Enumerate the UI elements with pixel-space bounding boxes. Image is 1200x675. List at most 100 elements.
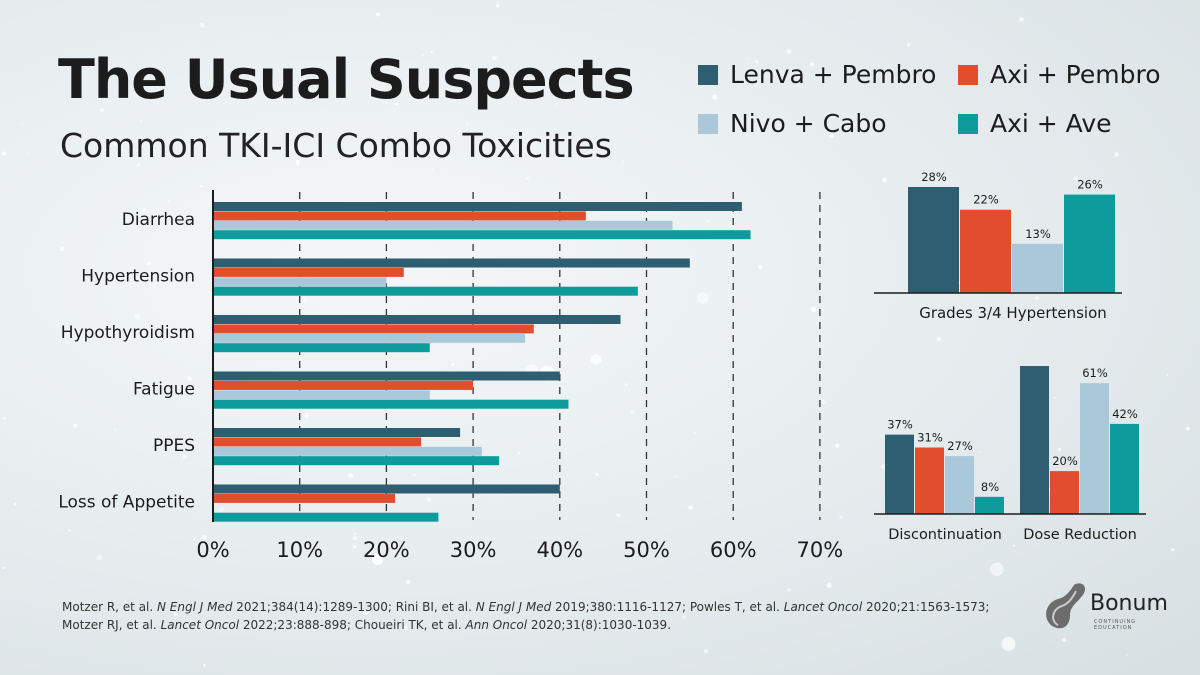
bar [885, 434, 914, 514]
snowflake [622, 160, 625, 163]
bar [213, 484, 560, 494]
snowflake [906, 43, 911, 47]
x-tick-label: 30% [450, 538, 497, 562]
snowflake [990, 562, 1004, 576]
bar [1012, 243, 1063, 293]
snowflake [495, 3, 500, 8]
reference-text: N Engl J Med [157, 600, 233, 614]
snowflake [21, 122, 23, 125]
x-tick-label: 70% [797, 538, 844, 562]
snowflake [27, 152, 29, 154]
bar [213, 512, 439, 522]
bar [213, 286, 638, 296]
bar [1080, 383, 1109, 514]
bar [213, 456, 500, 466]
x-tick-label: 10% [276, 538, 323, 562]
legend-swatch [698, 113, 718, 134]
category-label: Diarrhea [122, 210, 195, 230]
snowflake [1186, 426, 1190, 431]
bar [213, 428, 461, 437]
data-label: 27% [947, 439, 973, 453]
bonum-logo: Bonum CONTINUING EDUCATION [1040, 575, 1170, 635]
snowflake [1171, 548, 1175, 552]
legend-item-lenva-pembro: Lenva + Pembro [698, 60, 936, 89]
logo-tagline: CONTINUING EDUCATION [1094, 619, 1137, 631]
legend-item-axi-ave: Axi + Ave [958, 109, 1112, 138]
x-tick-label: 40% [536, 538, 583, 562]
legend-label: Lenva + Pembro [730, 60, 937, 89]
bar [213, 437, 422, 447]
x-tick-label: 0% [196, 538, 229, 562]
reference-text: N Engl J Med [475, 600, 552, 614]
bar [1020, 366, 1049, 514]
bar [960, 209, 1011, 293]
data-label: 37% [887, 418, 913, 432]
x-tick-label: 50% [623, 538, 670, 562]
reference-text: Lancet Oncol [160, 618, 240, 632]
bar [213, 315, 621, 324]
bar [213, 399, 569, 409]
snowflake [703, 649, 709, 654]
category-label: Hypertension [81, 267, 195, 287]
x-axis-label: Grades 3/4 Hypertension [919, 304, 1107, 322]
data-label: 26% [1077, 178, 1103, 192]
snowflake [406, 580, 410, 585]
reference-text: Lancet Oncol [783, 600, 863, 614]
category-label: Fatigue [133, 380, 195, 400]
category-label: Discontinuation [888, 527, 1002, 543]
reference-line: Motzer R, et al. N Engl J Med 2021;384(1… [62, 598, 989, 616]
snowflake [1019, 17, 1024, 22]
reference-text: Motzer RJ, et al. [62, 618, 161, 632]
snowflake [1062, 637, 1067, 643]
bonum-logo-icon [1046, 583, 1086, 629]
legend-item-axi-pembro: Axi + Pembro [958, 60, 1161, 89]
data-label: 42% [1112, 407, 1138, 421]
bar [1064, 194, 1115, 293]
legend-label: Axi + Ave [990, 109, 1112, 138]
bar [213, 446, 482, 456]
bar [213, 277, 387, 287]
reference-text: 2019;380:1116-1127; Powles T, et al. [551, 600, 784, 614]
data-label: 69% [1022, 362, 1048, 363]
reference-line: Motzer RJ, et al. Lancet Oncol 2022;23:8… [62, 616, 989, 634]
bar [213, 324, 534, 334]
snowflake [787, 588, 791, 592]
snowflake [748, 57, 750, 60]
reference-text: Ann Oncol [465, 618, 528, 632]
category-label: Loss of Appetite [58, 493, 195, 513]
legend: Lenva + Pembro Axi + Pembro Nivo + Cabo … [698, 60, 1168, 150]
bar [213, 380, 474, 390]
bar [213, 230, 751, 240]
legend-label: Axi + Pembro [990, 60, 1161, 89]
discontinuation-bar-chart: 37% 31% 27% 8% 69% 20% 61% 42% Discontinuation Do… [874, 362, 1146, 543]
snowflake [786, 49, 792, 55]
category-label: PPES [153, 436, 195, 456]
references: Motzer R, et al. N Engl J Med 2021;384(1… [62, 598, 989, 634]
snowflake [376, 12, 380, 17]
bar [908, 187, 959, 293]
bar [213, 333, 526, 343]
data-label: 61% [1082, 366, 1108, 380]
legend-label: Nivo + Cabo [730, 109, 887, 138]
snowflake [826, 582, 832, 589]
snowflake [2, 151, 7, 156]
bar [213, 202, 742, 211]
bar [975, 496, 1004, 514]
bar [213, 343, 430, 353]
bar [213, 220, 673, 230]
legend-item-nivo-cabo: Nivo + Cabo [698, 109, 887, 138]
reference-text: 2020;31(8):1030-1039. [527, 618, 672, 632]
data-label: 13% [1025, 227, 1051, 241]
data-label: 28% [921, 170, 947, 184]
snowflake [1001, 636, 1016, 651]
bar [213, 258, 690, 268]
legend-swatch [958, 64, 978, 85]
legend-swatch [958, 113, 978, 134]
data-label: 20% [1052, 454, 1078, 468]
x-tick-label: 60% [710, 538, 757, 562]
snowflake [1126, 653, 1128, 656]
reference-text: 2021;384(14):1289-1300; Rini BI, et al. [232, 600, 476, 614]
bar [945, 456, 974, 514]
snowflake [203, 663, 206, 667]
snowflake [431, 168, 434, 171]
